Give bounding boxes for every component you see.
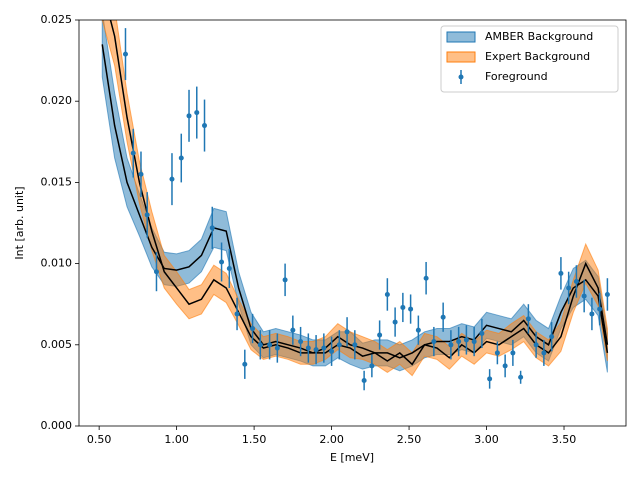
y-tick-label: 0.010 — [41, 257, 73, 270]
y-tick-label: 0.005 — [41, 338, 73, 351]
data-point — [257, 342, 263, 348]
data-point — [549, 334, 555, 340]
y-tick-label: 0.000 — [41, 419, 73, 432]
data-point — [581, 293, 587, 299]
data-point — [525, 316, 531, 322]
data-point — [533, 342, 539, 348]
y-tick-label: 0.015 — [41, 175, 73, 188]
data-point — [377, 332, 383, 338]
data-point — [274, 345, 280, 351]
data-point — [384, 291, 390, 297]
x-tick-label: 0.50 — [87, 433, 112, 446]
legend: AMBER Background Expert Background Foregro… — [440, 25, 619, 93]
data-point — [510, 350, 516, 356]
data-point — [494, 350, 500, 356]
data-point — [573, 278, 579, 284]
data-point — [431, 339, 437, 345]
x-tick-label: 2.00 — [319, 433, 344, 446]
data-point — [352, 342, 358, 348]
data-point — [321, 345, 327, 351]
data-point — [234, 311, 240, 317]
data-point — [202, 123, 208, 129]
legend-swatch — [446, 31, 476, 43]
data-point — [138, 171, 144, 177]
data-point — [250, 326, 256, 332]
data-point — [122, 51, 128, 57]
data-point — [597, 306, 603, 312]
data-point — [130, 150, 136, 156]
data-point — [267, 342, 273, 348]
data-point — [487, 376, 493, 382]
data-point — [448, 342, 454, 348]
y-tick-label: 0.020 — [41, 94, 73, 107]
x-tick-label: 1.00 — [164, 433, 189, 446]
data-point — [456, 339, 462, 345]
data-point — [604, 291, 610, 297]
data-point — [144, 212, 150, 218]
legend-label: Expert Background — [485, 50, 590, 63]
data-point — [290, 327, 296, 333]
data-point — [369, 363, 375, 369]
data-point — [344, 329, 350, 335]
data-point — [440, 314, 446, 320]
data-point — [194, 110, 200, 116]
data-point — [153, 269, 159, 275]
legend-box — [440, 25, 619, 93]
data-point — [186, 113, 192, 119]
data-point — [226, 265, 232, 271]
data-point — [518, 374, 524, 380]
legend-label: Foreground — [485, 70, 548, 83]
data-point — [589, 311, 595, 317]
y-axis-label: Int [arb. unit] — [13, 186, 26, 259]
data-point — [558, 270, 564, 276]
data-point — [329, 348, 335, 354]
data-point — [169, 176, 175, 182]
data-point — [209, 225, 215, 231]
data-point — [479, 330, 485, 336]
data-point — [242, 361, 248, 367]
data-point — [541, 350, 547, 356]
data-point — [305, 345, 311, 351]
data-point — [471, 339, 477, 345]
x-tick-label: 2.50 — [397, 433, 422, 446]
data-point — [219, 259, 225, 265]
data-point — [400, 304, 406, 310]
legend-swatch — [446, 51, 476, 63]
mean-line — [101, 44, 609, 359]
data-point — [298, 339, 304, 345]
data-point — [361, 378, 367, 384]
data-point — [463, 337, 469, 343]
band — [101, 20, 608, 377]
data-point — [566, 285, 572, 291]
data-point — [313, 347, 319, 353]
x-tick-label: 1.50 — [242, 433, 267, 446]
data-point — [408, 306, 414, 312]
y-tick-label: 0.025 — [41, 13, 73, 26]
x-axis-label: E [meV] — [330, 451, 374, 464]
data-point — [392, 319, 398, 325]
axes-frame — [78, 19, 627, 427]
data-point — [423, 275, 429, 281]
data-point — [282, 277, 288, 283]
plot-area — [101, 20, 610, 391]
data-point — [502, 363, 508, 369]
data-point — [336, 342, 342, 348]
x-tick-label: 3.00 — [474, 433, 499, 446]
legend-marker — [458, 74, 464, 80]
legend-label: AMBER Background — [485, 30, 593, 43]
data-point — [178, 155, 184, 161]
x-tick-label: 3.50 — [552, 433, 577, 446]
data-point — [415, 327, 421, 333]
